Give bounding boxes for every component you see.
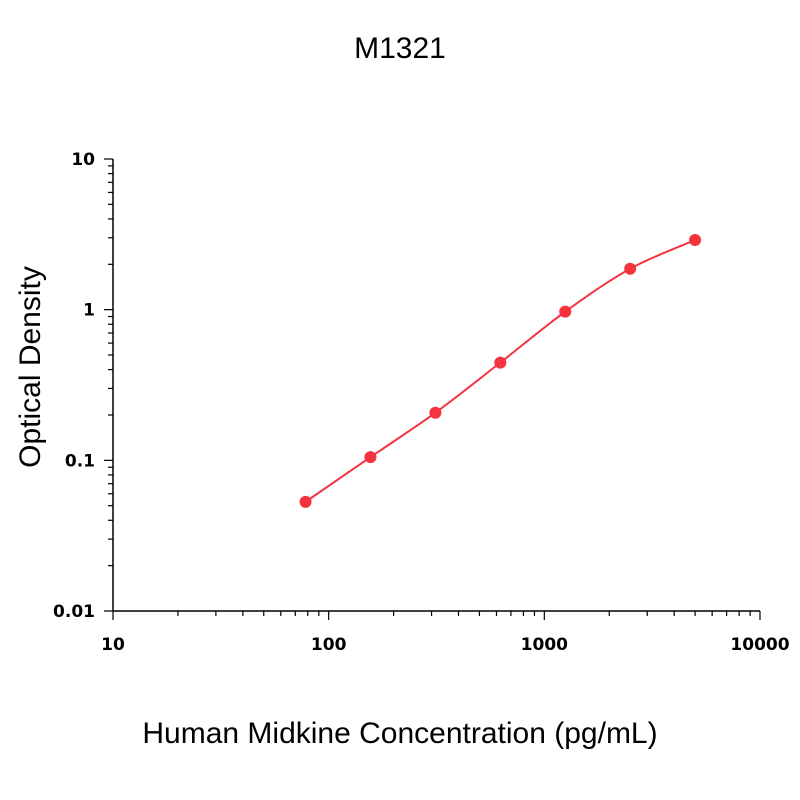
y-tick-label: 10 <box>71 150 95 170</box>
data-points <box>299 233 702 508</box>
data-point <box>689 233 702 246</box>
data-point <box>559 305 572 318</box>
tick-labels: 10 100 1000 10000 0.01 0.1 1 10 <box>53 150 790 655</box>
chart-title: M1321 <box>354 32 446 65</box>
data-point <box>364 451 377 464</box>
y-tick-label: 0.1 <box>65 451 95 471</box>
data-point <box>494 356 507 369</box>
axis-ticks <box>104 158 761 620</box>
y-tick-label: 1 <box>83 301 95 321</box>
x-tick-label: 10000 <box>730 635 789 655</box>
data-point <box>624 262 637 275</box>
x-tick-label: 100 <box>311 635 347 655</box>
fit-curve <box>304 239 696 503</box>
axes <box>112 159 760 612</box>
fit-curve-group <box>304 239 696 503</box>
y-tick-label: 0.01 <box>53 602 95 622</box>
x-axis-label: Human Midkine Concentration (pg/mL) <box>142 717 658 750</box>
data-point <box>299 495 312 508</box>
x-tick-label: 1000 <box>521 635 568 655</box>
x-tick-label: 10 <box>101 635 125 655</box>
data-point <box>429 406 442 419</box>
